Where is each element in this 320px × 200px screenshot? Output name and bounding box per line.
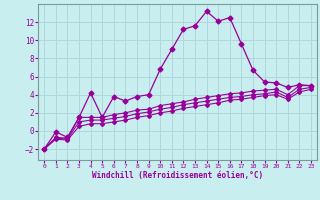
X-axis label: Windchill (Refroidissement éolien,°C): Windchill (Refroidissement éolien,°C) <box>92 171 263 180</box>
